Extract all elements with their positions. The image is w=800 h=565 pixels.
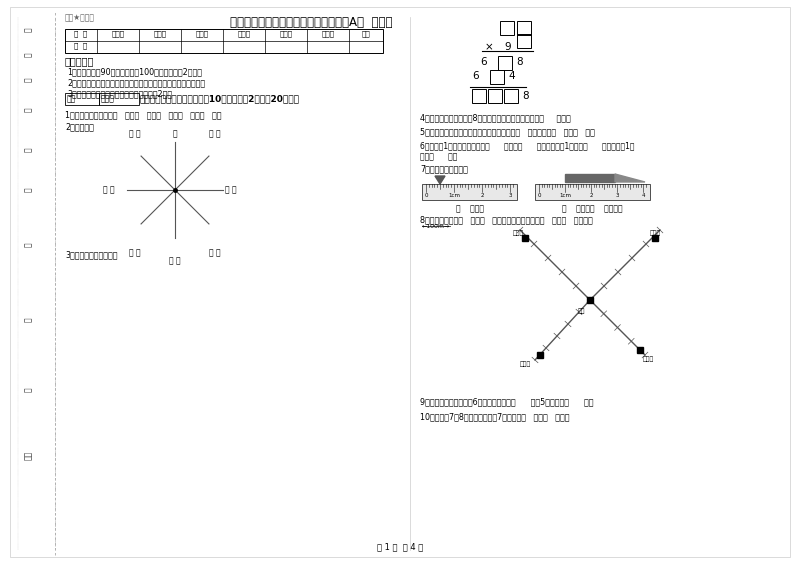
Bar xyxy=(65,93,99,105)
Text: 7、量出钉子的长度。: 7、量出钉子的长度。 xyxy=(420,164,468,173)
Text: （ ）: （ ） xyxy=(225,185,237,194)
Text: 9: 9 xyxy=(504,42,510,52)
Text: ←100m→: ←100m→ xyxy=(422,224,450,229)
Text: 填空题: 填空题 xyxy=(111,31,125,37)
Text: 应用题: 应用题 xyxy=(322,31,334,37)
Text: 判断题: 判断题 xyxy=(195,31,209,37)
Text: 1、常用的长度单位有（   ）、（   ）、（   ）、（   ）、（   ）。: 1、常用的长度单位有（ ）、（ ）、（ ）、（ ）、（ ）。 xyxy=(65,110,222,119)
Polygon shape xyxy=(435,176,445,184)
Text: 总分: 总分 xyxy=(362,31,370,37)
Bar xyxy=(500,21,514,35)
Text: 格是（      ）。: 格是（ ）。 xyxy=(420,152,458,161)
Text: 级: 级 xyxy=(23,243,33,247)
Text: 2、请首先按要求在试卷的指定位置填写您的姓名、班级、学号。: 2、请首先按要求在试卷的指定位置填写您的姓名、班级、学号。 xyxy=(67,78,205,87)
Text: 装: 装 xyxy=(23,28,33,32)
Text: 线: 线 xyxy=(23,78,33,82)
Text: 6: 6 xyxy=(472,71,478,81)
Polygon shape xyxy=(615,174,645,182)
Text: 4: 4 xyxy=(642,193,645,198)
Text: 1、考试时间：90分钟，满分为100分（含卷面分2分）。: 1、考试时间：90分钟，满分为100分（含卷面分2分）。 xyxy=(67,67,202,76)
Bar xyxy=(488,89,502,103)
Text: 姓: 姓 xyxy=(23,108,33,112)
Text: 微课★自用图: 微课★自用图 xyxy=(65,13,95,22)
Text: 班: 班 xyxy=(23,188,33,192)
Text: 0: 0 xyxy=(424,193,428,198)
Text: ×: × xyxy=(485,42,494,52)
Text: （    ）厘米（    ）毫米。: （ ）厘米（ ）毫米。 xyxy=(562,204,623,213)
Text: 北: 北 xyxy=(173,129,178,138)
Text: 6、分针走1小格，秒针正好走（      ），是（      ）秒。分针走1大格是（      ），时针走1大: 6、分针走1小格，秒针正好走（ ），是（ ）秒。分针走1大格是（ ），时针走1大 xyxy=(420,141,634,150)
Bar xyxy=(498,56,512,70)
Text: 小明家: 小明家 xyxy=(650,230,662,236)
Text: 1cm: 1cm xyxy=(559,193,571,198)
Text: 2: 2 xyxy=(590,193,593,198)
Text: 小红家: 小红家 xyxy=(513,230,524,236)
Text: 订: 订 xyxy=(23,53,33,57)
Text: 得  分: 得 分 xyxy=(74,42,88,49)
Text: 3: 3 xyxy=(615,193,619,198)
Text: 小张家: 小张家 xyxy=(520,361,531,367)
Text: 学: 学 xyxy=(23,318,33,322)
Text: （ ）: （ ） xyxy=(169,256,181,265)
Text: 学号: 学号 xyxy=(23,450,33,459)
Text: 8: 8 xyxy=(522,91,529,101)
Text: 4: 4 xyxy=(508,71,514,81)
Text: 计算题: 计算题 xyxy=(238,31,250,37)
Text: 3、在里填上适当的数。: 3、在里填上适当的数。 xyxy=(65,250,118,259)
Text: 2: 2 xyxy=(480,193,484,198)
Text: 苏教版三年级数学下学期开学考试试卷A卷  含答案: 苏教版三年级数学下学期开学考试试卷A卷 含答案 xyxy=(230,16,393,29)
Text: 1cm: 1cm xyxy=(448,193,460,198)
Text: 小赵家: 小赵家 xyxy=(643,356,654,362)
Text: 得分: 得分 xyxy=(67,94,76,103)
Text: （ ）: （ ） xyxy=(209,248,221,257)
Text: （ ）: （ ） xyxy=(103,185,115,194)
Polygon shape xyxy=(565,174,615,182)
Text: 8: 8 xyxy=(516,57,522,67)
Text: 考试须知：: 考试须知： xyxy=(65,56,94,66)
Bar xyxy=(472,89,486,103)
Text: 学校: 学校 xyxy=(578,308,586,314)
Text: 4、小明从一楼到三楼用8秒，照这样他从一楼到五楼用（     ）秒。: 4、小明从一楼到三楼用8秒，照这样他从一楼到五楼用（ ）秒。 xyxy=(420,113,570,122)
Bar xyxy=(99,93,139,105)
Text: 综合题: 综合题 xyxy=(279,31,293,37)
Bar xyxy=(517,34,531,48)
Bar xyxy=(504,89,518,103)
Text: 2、填一填。: 2、填一填。 xyxy=(65,122,94,131)
Text: 8、小红家在学校（   ）方（   ）米处，小明家在学校（   ）方（   ）米处。: 8、小红家在学校（ ）方（ ）米处，小明家在学校（ ）方（ ）米处。 xyxy=(420,215,593,224)
Text: （ ）: （ ） xyxy=(129,248,141,257)
Text: 5、在进位加法中，不管哪一位上的数相加满（   ），都要向（   ）进（   ）。: 5、在进位加法中，不管哪一位上的数相加满（ ），都要向（ ）进（ ）。 xyxy=(420,127,595,136)
Text: 10、时针在7和8之间，分针指向7，这时是（   ）时（   ）分。: 10、时针在7和8之间，分针指向7，这时是（ ）时（ ）分。 xyxy=(420,412,570,421)
Bar xyxy=(422,184,517,200)
Text: 评卷人: 评卷人 xyxy=(101,94,115,103)
Text: 0: 0 xyxy=(538,193,541,198)
Text: 3: 3 xyxy=(509,193,512,198)
Text: 第 1 页  共 4 页: 第 1 页 共 4 页 xyxy=(377,542,423,551)
Text: 6: 6 xyxy=(480,57,486,67)
Text: （ ）: （ ） xyxy=(129,129,141,138)
Text: （ ）: （ ） xyxy=(209,129,221,138)
Bar xyxy=(490,70,504,84)
Text: 题  号: 题 号 xyxy=(74,31,88,37)
Text: 3、不要在试卷上乱写乱画，卷面不整洁扣2分。: 3、不要在试卷上乱写乱画，卷面不整洁扣2分。 xyxy=(67,89,172,98)
Bar xyxy=(517,21,531,35)
Bar xyxy=(535,184,650,200)
Bar xyxy=(65,29,383,53)
Text: 校: 校 xyxy=(23,388,33,392)
Text: （    ）毫米: （ ）毫米 xyxy=(455,204,483,213)
Text: 一、用心思考，正确填空（共10小题，每题2分，共20分）。: 一、用心思考，正确填空（共10小题，每题2分，共20分）。 xyxy=(140,94,300,103)
Text: 选择题: 选择题 xyxy=(154,31,166,37)
Text: 9、把一根绳子平均分成6份，每份是它的（      ），5份是它的（      ）。: 9、把一根绳子平均分成6份，每份是它的（ ），5份是它的（ ）。 xyxy=(420,397,594,406)
Text: 名: 名 xyxy=(23,147,33,153)
